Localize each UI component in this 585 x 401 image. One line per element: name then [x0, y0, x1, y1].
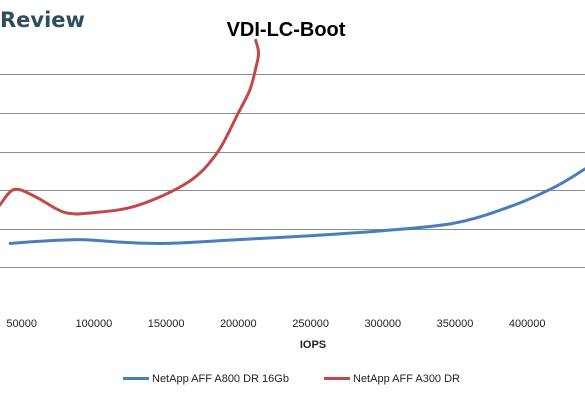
x-tick-label: 100000 — [76, 318, 113, 330]
legend-label-1: NetApp AFF A800 DR 16Gb — [152, 373, 289, 385]
legend-label-2: NetApp AFF A300 DR — [353, 373, 460, 385]
x-tick-label: 150000 — [148, 318, 185, 330]
brand-logo-text: Review — [0, 8, 85, 32]
x-axis-ticks: 50000 100000 150000 200000 250000 300000 35000… — [6, 318, 545, 330]
x-tick-label: 250000 — [292, 318, 329, 330]
gridlines — [0, 74, 585, 268]
chart-title: VDI-LC-Boot — [227, 19, 346, 41]
series-line-1 — [8, 167, 585, 246]
x-axis-label: IOPS — [300, 339, 326, 351]
series-line-2 — [0, 38, 261, 216]
x-tick-label: 200000 — [220, 318, 257, 330]
series-lines — [0, 38, 585, 246]
x-tick-label: 50000 — [6, 318, 37, 330]
x-tick-label: 350000 — [437, 318, 474, 330]
x-tick-label: 300000 — [364, 318, 401, 330]
legend: NetApp AFF A800 DR 16Gb NetApp AFF A300 D… — [123, 373, 460, 385]
x-tick-label: 400000 — [509, 318, 546, 330]
